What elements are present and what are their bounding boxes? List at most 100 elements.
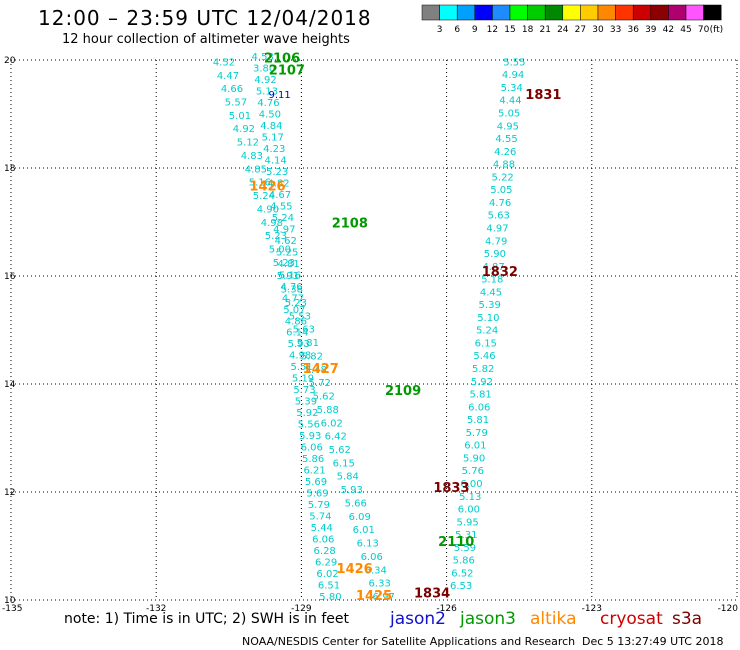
wave-height-value: 5.46 [473,351,495,362]
wave-height-value: 4.95 [497,121,519,132]
wave-height-value: 5.74 [309,512,331,523]
wave-height-value: 5.92 [471,377,493,388]
wave-height-value: 5.38 [281,285,303,296]
color-scale-label: 18 [522,25,534,35]
wave-height-value: 5.81 [297,338,319,349]
y-tick-label: 20 [4,56,16,66]
wave-height-value: 4.83 [241,151,263,162]
wave-height-value: 6.53 [450,581,472,592]
wave-height-value: 5.34 [501,83,523,94]
wave-height-value: 5.16 [279,270,301,281]
wave-height-value: 4.85 [245,164,267,175]
color-scale-label: 39 [645,25,657,35]
color-scale-swatch [562,4,581,21]
wave-height-value: 5.44 [311,523,333,534]
wave-height-value: 6.06 [301,443,323,454]
wave-height-value: 5.19 [292,374,314,385]
wave-height-value: 5.23 [266,167,288,178]
wave-height-value: 5.13 [256,86,278,97]
time-label: 2106 [264,52,300,67]
wave-height-value: 5.25 [276,247,298,258]
wave-height-value: 4.76 [280,282,302,293]
wave-height-value: 4.98 [261,218,283,229]
time-label: 2108 [332,216,368,231]
wave-height-value: 5.80 [319,592,341,603]
legend-cryosat: cryosat [600,609,663,629]
color-scale-label: 21 [539,25,550,35]
wave-height-value: 5.07 [283,305,305,316]
wave-height-value: 6.01 [353,525,375,536]
wave-height-value: 4.44 [499,96,521,107]
color-scale-swatch [421,4,440,21]
wave-height-value: 6.15 [475,338,497,349]
wave-height-value: 5.90 [463,453,485,464]
y-tick-label: 14 [4,380,16,390]
wave-height-value: 4.76 [257,98,279,109]
time-label: 2107 [269,64,305,79]
wave-height-value: 6.00 [460,479,482,490]
wave-height-value: 5.23 [285,298,307,309]
wave-height-value: 4.26 [494,147,516,158]
x-tick-label: -132 [146,604,166,614]
wave-height-value: 4.47 [217,71,239,82]
wave-height-value: 5.48 [305,365,327,376]
color-scale-swatch [650,4,669,21]
wave-height-value: 5.90 [484,249,506,260]
wave-height-value: 6.29 [315,558,337,569]
color-scale-label: 30 [592,25,604,35]
color-scale-swatch [439,4,458,21]
color-scale-swatch [668,4,687,21]
wave-height-value: 6.21 [303,466,325,477]
color-scale-label: 36 [627,25,639,35]
wave-height-value: 5.93 [299,431,321,442]
color-scale-swatch [580,4,599,21]
y-tick-label: 16 [4,272,16,282]
wave-height-value: 4.52 [213,57,235,68]
wave-height-value: 5.93 [341,485,363,496]
x-tick-label: -129 [291,604,312,614]
legend-jason2: jason2 [390,609,446,629]
wave-height-value: 4.55 [495,134,517,145]
wave-height-value: 5.69 [305,477,327,488]
wave-height-value: 6.42 [325,432,347,443]
wave-height-value: 5.76 [462,466,484,477]
wave-height-value: 5.88 [317,405,339,416]
color-scale-label: 12 [487,25,498,35]
wave-height-value: 5.31 [455,530,477,541]
time-label: 2109 [385,384,421,399]
wave-height-value: 4.23 [263,144,285,155]
wave-height-value: 5.51 [290,362,312,373]
legend-altika: altika [530,609,577,629]
color-scale-label: 15 [504,25,515,35]
color-scale-label: 9 [472,25,478,35]
color-scale-label: 3 [437,25,443,35]
wave-height-value: 6.34 [365,565,387,576]
wave-height-value: 4.84 [260,121,282,132]
wave-height-value: 6.09 [349,512,371,523]
wave-height-value: 4.88 [493,160,515,171]
wave-height-value: 5.55 [503,57,525,68]
wave-height-value: 5.57 [225,97,247,108]
wave-height-value: 6.97 [373,592,395,603]
wave-height-value: 5.66 [345,498,367,509]
wave-height-value: 5.17 [262,132,284,143]
wave-height-value: 4.50 [259,109,281,120]
color-scale-swatch [685,4,704,21]
wave-height-value: 5.23 [273,258,295,269]
y-tick-label: 18 [4,164,16,174]
wave-height-value: 5.81 [467,415,489,426]
wave-height-value: 5.72 [309,378,331,389]
wave-height-value: 5.12 [237,138,259,149]
wave-height-value: 5.95 [456,517,478,528]
wave-height-value: 6.15 [333,458,355,469]
color-scale-label: 42 [663,25,674,35]
wave-height-value: 5.05 [490,185,512,196]
wave-height-value: 6.51 [318,581,340,592]
wave-height-value: 6.02 [316,569,338,580]
legend-s3a: s3a [672,609,703,629]
wave-height-value: 5.86 [453,556,475,567]
wave-height-value: 4.14 [265,155,287,166]
color-scale-swatch [615,4,634,21]
timestamp-text: Dec 5 13:27:49 UTC 2018 [582,635,724,648]
